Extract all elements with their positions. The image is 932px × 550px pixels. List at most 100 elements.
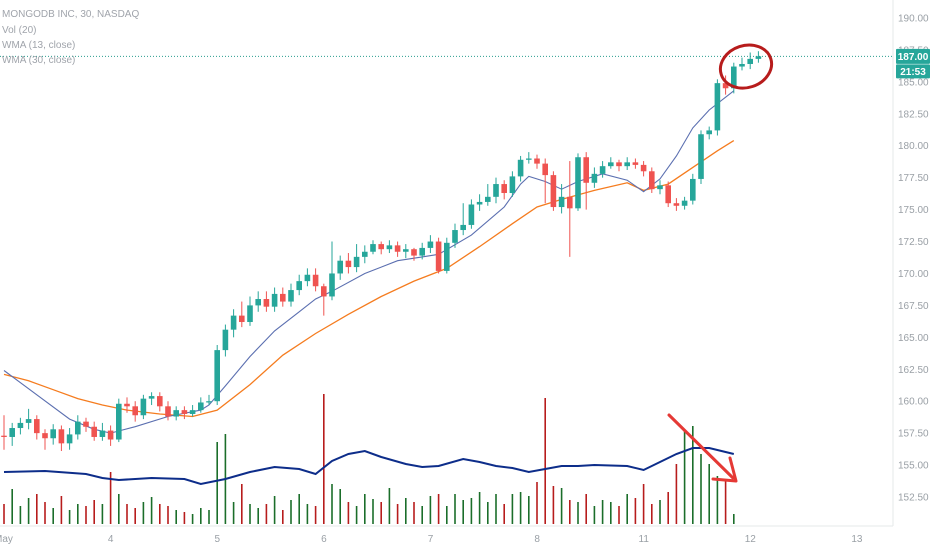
candle-body [50,429,56,439]
candle-body [255,299,261,306]
candle-body [493,184,499,197]
candle-body [58,429,65,444]
candle-body [157,396,163,407]
candle-body [452,230,458,243]
candle-body [107,430,114,440]
candle-body [165,406,171,417]
price-tick-label: 175.00 [898,205,929,216]
candle-body [640,164,647,172]
candle-body [747,58,753,64]
candle-body [345,260,352,268]
candle-body [148,396,155,399]
candle-body [206,401,212,403]
time-tick-label: 12 [745,534,757,545]
candle-body [509,176,516,193]
candle-body [435,241,442,271]
candle-body [296,281,302,291]
candle-body [542,163,548,176]
price-tick-label: 185.00 [898,77,929,88]
volume-moving-average-line [3,447,735,486]
candle-body [288,290,294,302]
price-tick-label: 177.50 [898,173,929,184]
candle-body [140,398,147,416]
candle-body [722,83,729,89]
candle-body [9,428,15,437]
legend: MONGODB INC, 30, NASDAQ Vol (20) WMA (13… [2,9,139,66]
candle-body [616,162,622,167]
price-tick-label: 180.00 [898,141,929,152]
candle-body [739,63,745,67]
candle-body [444,242,450,271]
candle-body [714,83,721,131]
price-tick-label: 165.00 [898,333,929,344]
price-tag-label: 187.00 [898,52,929,63]
candle-body [378,244,384,250]
candle-body [501,184,507,193]
candle-body [312,274,319,287]
candle-body [706,130,712,135]
arrow-head [711,456,738,483]
candle-body [673,203,680,206]
time-tick-label: May [0,534,13,545]
candle-body [271,293,278,307]
time-tick-label: 6 [321,534,327,545]
candle-body [558,196,565,208]
time-tick-label: 5 [215,534,221,545]
price-tag-background [896,48,930,64]
candle-body [198,402,204,411]
candle-body [370,244,376,252]
downtrend-arrow-annotation [667,413,738,483]
candle-body [731,66,737,89]
candle-body [280,293,286,302]
candle-body [567,196,573,209]
time-axis: May 4 5 6 7 8 11 12 13 [0,534,863,545]
candle-body [583,157,589,183]
price-tick-label: 160.00 [898,397,929,408]
legend-wma-fast: WMA (13, close) [2,40,75,51]
candle-body [460,224,466,231]
countdown-tag-label: 21:53 [900,67,926,78]
candle-body [468,204,475,225]
legend-wma-slow: WMA (30, close) [2,55,75,66]
wma-fast-line [3,90,735,434]
candle-body [353,256,360,268]
time-tick-label: 11 [639,534,650,545]
candle-body [657,185,663,190]
candle-body [263,299,270,307]
candle-body [42,433,48,439]
price-tick-label: 157.50 [898,429,929,440]
candle-body [632,162,639,165]
candle-body [124,403,130,407]
candle-body [239,315,245,323]
candle-body [222,329,229,351]
candle-body [698,134,704,179]
price-tick-label: 167.50 [898,301,929,312]
price-tick-label: 155.00 [898,461,929,472]
time-tick-label: 8 [534,534,540,545]
candle-body [1,435,7,437]
countdown-tag-background [896,64,930,79]
candle-body [181,410,188,414]
price-tick-label: 190.00 [898,14,929,25]
time-tick-label: 7 [428,534,434,545]
candle-body [608,162,614,167]
candle-body [83,421,89,427]
candle-body [624,162,630,167]
candle-body [99,430,106,437]
candle-body [91,426,97,437]
candle-body [419,247,425,256]
time-tick-label: 4 [108,534,114,545]
candle-body [427,241,434,248]
legend-symbol: MONGODB INC, 30, NASDAQ [2,9,139,20]
candle-body [550,175,557,208]
candle-body [132,406,138,416]
price-tick-label: 162.50 [898,365,929,376]
candle-body [17,422,24,429]
price-axis: 152.50 155.00 157.50 160.00 162.50 165.00 167.… [898,14,929,504]
candle-body [214,350,220,402]
candle-body [403,249,409,252]
candle-body [575,157,581,209]
candle-body [75,421,81,435]
